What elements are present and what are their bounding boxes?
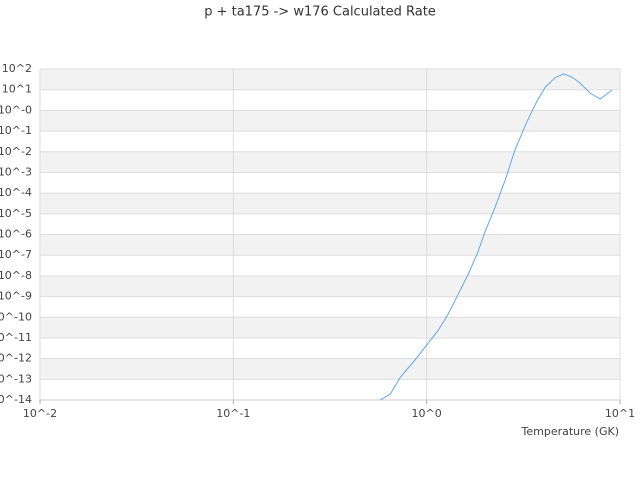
y-tick-label: 10^-14 <box>0 393 32 406</box>
y-tick-label: 10^-0 <box>0 103 32 116</box>
y-tick-label: 10^-11 <box>0 331 32 344</box>
y-tick-label: 10^-12 <box>0 352 32 365</box>
y-tick-label: 10^-1 <box>0 124 32 137</box>
chart-title: p + ta175 -> w176 Calculated Rate <box>204 5 436 20</box>
y-tick-label: 10^-6 <box>0 228 32 241</box>
y-tick-label: 10^-2 <box>0 145 32 158</box>
grid-band <box>40 275 620 297</box>
y-tick-label: 10^2 <box>2 62 32 75</box>
data-line <box>379 73 613 400</box>
y-tick-label: 10^-5 <box>0 207 32 220</box>
y-tick-label: 10^-13 <box>0 372 32 385</box>
y-tick-label: 10^-10 <box>0 310 32 323</box>
y-tick-label: 10^-7 <box>0 248 32 261</box>
grid-band <box>40 69 620 90</box>
grid-band <box>40 234 620 256</box>
y-tick-label: 10^-4 <box>0 186 32 199</box>
x-axis-label: Temperature (GK) <box>521 425 620 438</box>
grid-band <box>40 110 620 132</box>
x-tick-label: 10^0 <box>412 407 442 420</box>
y-tick-label: 10^-3 <box>0 165 32 178</box>
x-tick-label: 10^-2 <box>23 407 57 420</box>
y-tick-label: 10^-9 <box>0 290 32 303</box>
grid-band <box>40 193 620 214</box>
y-tick-label: 10^1 <box>2 83 32 96</box>
grid-band <box>40 358 620 380</box>
grid-band <box>40 151 620 173</box>
y-tick-label: 10^-8 <box>0 269 32 282</box>
x-tick-label: 10^-1 <box>216 407 250 420</box>
x-tick-label: 10^1 <box>605 407 635 420</box>
grid-band <box>40 317 620 338</box>
